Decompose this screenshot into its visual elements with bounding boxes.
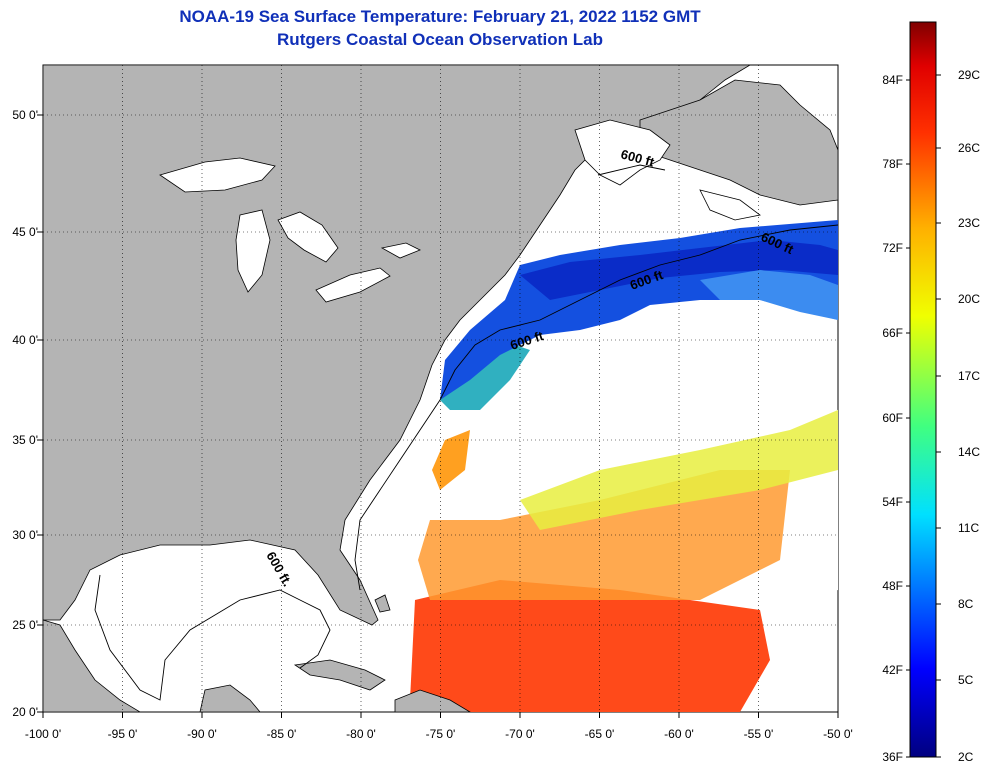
- tick-label-lon: -50 0': [823, 727, 853, 741]
- colorbar-label-f: 66F: [882, 326, 903, 340]
- colorbar-label-c: 11C: [958, 521, 979, 535]
- colorbar-label-f: 60F: [882, 411, 903, 425]
- tick-label-lat: 50 0': [12, 108, 38, 122]
- tick-label-lat: 30 0': [12, 528, 38, 542]
- tick-label-lon: -70 0': [505, 727, 535, 741]
- tick-label-lon: -95 0': [108, 727, 138, 741]
- tick-label-lat: 35 0': [12, 433, 38, 447]
- colorbar-label-c: 14C: [958, 445, 980, 459]
- tick-label-lon: -75 0': [426, 727, 456, 741]
- map-title: NOAA-19 Sea Surface Temperature: Februar…: [179, 7, 701, 26]
- colorbar-label-f: 36F: [882, 750, 903, 764]
- graticule: [43, 65, 838, 712]
- map-subtitle: Rutgers Coastal Ocean Observation Lab: [277, 30, 603, 49]
- tick-label-lat: 25 0': [12, 618, 38, 632]
- tick-label-lon: -90 0': [187, 727, 217, 741]
- colorbar-label-f: 42F: [882, 663, 903, 677]
- colorbar-label-c: 8C: [958, 597, 974, 611]
- colorbar-label-c: 29C: [958, 68, 980, 82]
- tick-label-lon: -85 0': [267, 727, 297, 741]
- isobath-contours: [94, 164, 838, 701]
- colorbar: [909, 21, 937, 758]
- colorbar-label-c: 20C: [958, 292, 980, 306]
- colorbar-fahrenheit-labels: 84F 78F 72F 66F 60F 54F 48F 42F 36F: [882, 73, 910, 764]
- tick-label-lat: 20 0': [12, 705, 38, 719]
- colorbar-label-f: 54F: [882, 495, 903, 509]
- colorbar-label-f: 72F: [882, 241, 903, 255]
- tick-label-lon: -100 0': [25, 727, 61, 741]
- colorbar-label-f: 84F: [882, 73, 903, 87]
- colorbar-label-c: 2C: [958, 750, 974, 764]
- longitude-axis: -100 0' -95 0' -90 0' -85 0' -80 0' -75 0' -70…: [25, 712, 853, 741]
- colorbar-label-c: 5C: [958, 673, 974, 687]
- tick-label-lat: 45 0': [12, 225, 38, 239]
- great-lakes: [159, 119, 761, 303]
- colorbar-label-f: 78F: [882, 157, 903, 171]
- colorbar-celsius-labels: 29C 26C 23C 20C 17C 14C 11C 8C 5C 2C: [936, 68, 980, 764]
- tick-label-lon: -65 0': [585, 727, 615, 741]
- colorbar-label-f: 48F: [882, 579, 903, 593]
- latitude-axis: 20 0' 25 0' 30 0' 35 0' 40 0' 45 0' 50 0': [12, 108, 43, 719]
- tick-label-lon: -60 0': [664, 727, 694, 741]
- tick-label-lon: -55 0': [744, 727, 774, 741]
- colorbar-label-c: 17C: [958, 369, 980, 383]
- tick-label-lat: 40 0': [12, 333, 38, 347]
- colorbar-label-c: 26C: [958, 141, 980, 155]
- colorbar-label-c: 23C: [958, 216, 980, 230]
- land-mass: [43, 65, 838, 712]
- tick-label-lon: -80 0': [346, 727, 376, 741]
